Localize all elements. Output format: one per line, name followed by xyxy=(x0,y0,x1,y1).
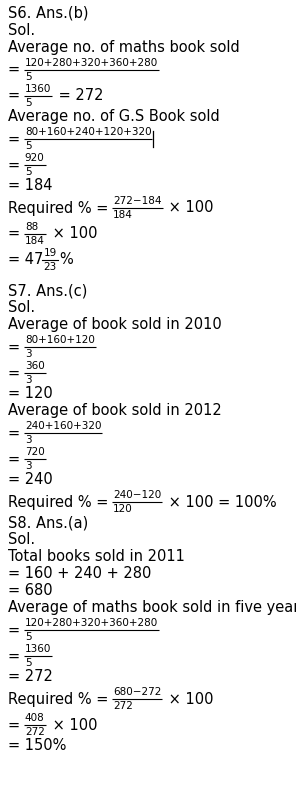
Text: = 184: = 184 xyxy=(8,178,52,193)
Text: 5: 5 xyxy=(25,658,31,668)
Text: 120: 120 xyxy=(113,504,133,515)
Text: × 100: × 100 xyxy=(165,201,214,216)
Text: = 272: = 272 xyxy=(54,89,104,104)
Text: = 160 + 240 + 280: = 160 + 240 + 280 xyxy=(8,566,151,581)
Text: 5: 5 xyxy=(25,632,31,642)
Text: =: = xyxy=(8,718,25,733)
Text: × 100 = 100%: × 100 = 100% xyxy=(164,495,277,510)
Text: =: = xyxy=(8,649,25,664)
Text: =: = xyxy=(8,426,25,441)
Text: 5: 5 xyxy=(25,141,31,151)
Text: 360: 360 xyxy=(25,361,44,372)
Text: 184: 184 xyxy=(113,210,133,220)
Text: Total books sold in 2011: Total books sold in 2011 xyxy=(8,549,185,564)
Text: Average of book sold in 2012: Average of book sold in 2012 xyxy=(8,403,222,418)
Text: Required % =: Required % = xyxy=(8,495,113,510)
Text: 1360: 1360 xyxy=(25,84,51,94)
Text: Sol.: Sol. xyxy=(8,300,35,315)
Text: Sol.: Sol. xyxy=(8,23,35,38)
Text: 272: 272 xyxy=(113,702,133,711)
Text: =: = xyxy=(8,62,25,78)
Text: S7. Ans.(c): S7. Ans.(c) xyxy=(8,283,87,298)
Text: 272−184: 272−184 xyxy=(113,196,162,206)
Text: =: = xyxy=(8,132,25,146)
Text: 120+280+320+360+280: 120+280+320+360+280 xyxy=(25,618,158,628)
Text: 5: 5 xyxy=(25,72,31,82)
Text: Required % =: Required % = xyxy=(8,201,113,216)
Text: = 272: = 272 xyxy=(8,670,53,684)
Text: 3: 3 xyxy=(25,376,31,385)
Text: =: = xyxy=(8,157,25,173)
Text: 19: 19 xyxy=(44,248,57,258)
Text: 5: 5 xyxy=(25,167,31,177)
Text: Required % =: Required % = xyxy=(8,692,113,706)
Text: 88: 88 xyxy=(25,222,38,232)
Text: 680−272: 680−272 xyxy=(113,687,161,698)
Text: 240−120: 240−120 xyxy=(113,491,161,500)
Text: 1360: 1360 xyxy=(25,644,51,654)
Text: S8. Ans.(a): S8. Ans.(a) xyxy=(8,515,88,531)
Text: Average no. of G.S Book sold: Average no. of G.S Book sold xyxy=(8,109,220,124)
Text: 3: 3 xyxy=(25,435,31,445)
Text: 80+160+240+120+320: 80+160+240+120+320 xyxy=(25,127,151,137)
Text: =: = xyxy=(8,340,25,355)
Text: =: = xyxy=(8,226,25,241)
Text: 920: 920 xyxy=(25,153,44,163)
Text: Average of maths book sold in five years: Average of maths book sold in five years xyxy=(8,600,296,615)
Text: 80+160+120: 80+160+120 xyxy=(25,336,95,345)
Text: Sol.: Sol. xyxy=(8,532,35,547)
Text: 3: 3 xyxy=(25,461,31,471)
Text: %: % xyxy=(59,252,73,268)
Text: Average no. of maths book sold: Average no. of maths book sold xyxy=(8,40,240,55)
Text: 3: 3 xyxy=(25,349,31,360)
Text: = 150%: = 150% xyxy=(8,738,66,753)
Text: 5: 5 xyxy=(25,98,31,108)
Text: = 240: = 240 xyxy=(8,472,53,487)
Text: 184: 184 xyxy=(25,236,45,246)
Text: 408: 408 xyxy=(25,714,44,723)
Text: 272: 272 xyxy=(25,727,45,737)
Text: 720: 720 xyxy=(25,447,44,457)
Text: × 100: × 100 xyxy=(48,718,97,733)
Text: 240+160+320: 240+160+320 xyxy=(25,421,101,431)
Text: = 47: = 47 xyxy=(8,252,44,268)
Text: = 680: = 680 xyxy=(8,583,53,598)
Text: =: = xyxy=(8,451,25,467)
Text: × 100: × 100 xyxy=(48,226,97,241)
Text: Average of book sold in 2010: Average of book sold in 2010 xyxy=(8,317,222,332)
Text: = 120: = 120 xyxy=(8,386,53,401)
Text: =: = xyxy=(8,366,25,380)
Text: × 100: × 100 xyxy=(164,692,214,706)
Text: =: = xyxy=(8,622,25,638)
Text: S6. Ans.(b): S6. Ans.(b) xyxy=(8,6,89,21)
Text: =: = xyxy=(8,89,25,104)
Text: 120+280+320+360+280: 120+280+320+360+280 xyxy=(25,58,158,68)
Text: 23: 23 xyxy=(44,262,57,272)
